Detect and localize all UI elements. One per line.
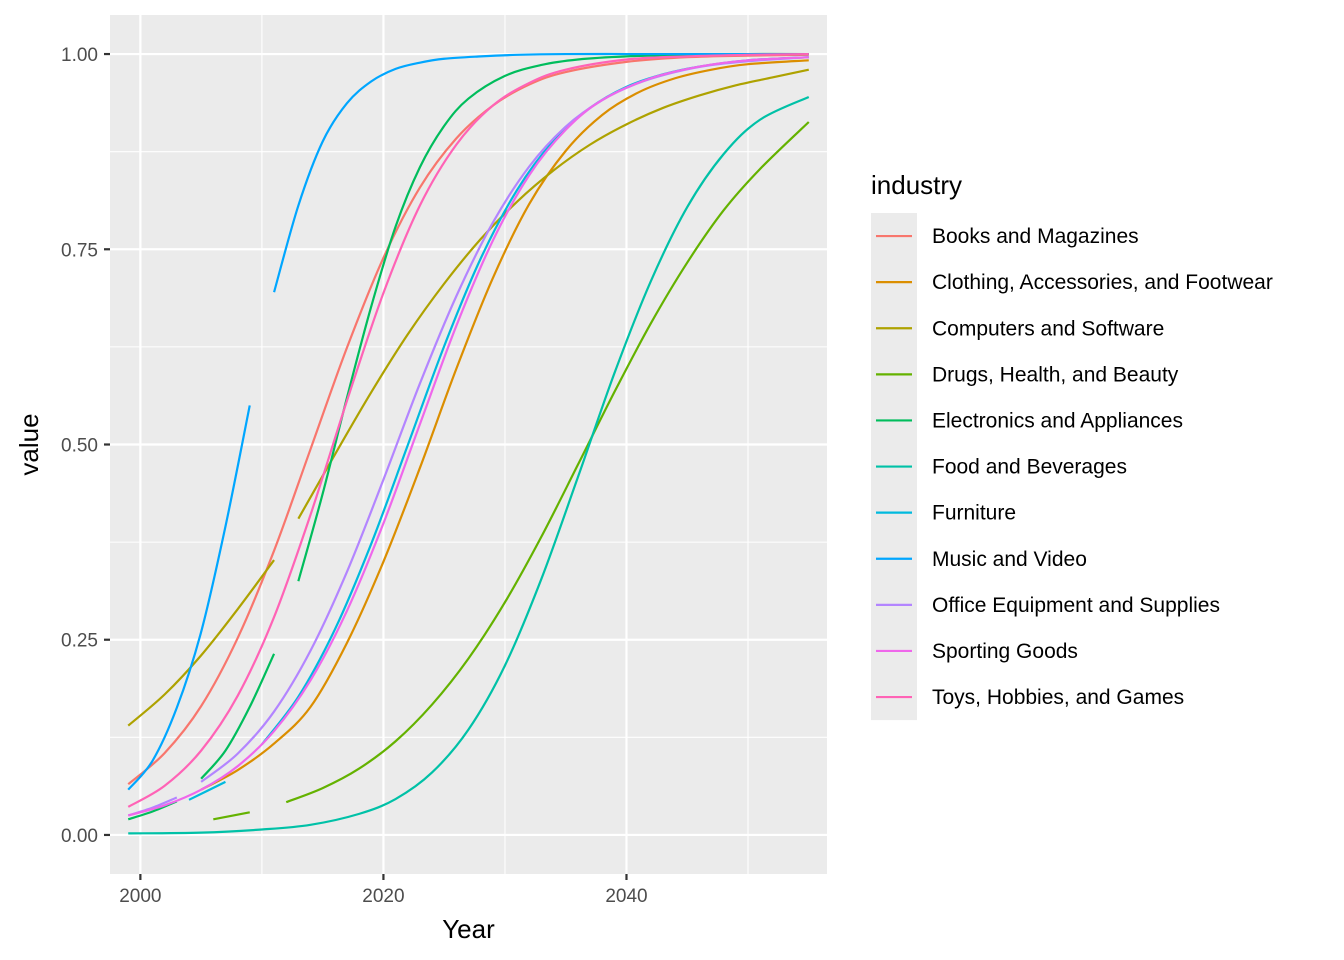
- y-tick-label: 0.50: [61, 436, 98, 457]
- legend-label: Drugs, Health, and Beauty: [932, 363, 1179, 386]
- legend-label: Toys, Hobbies, and Games: [932, 686, 1184, 709]
- series-line: [127, 52, 809, 808]
- series-line: [127, 405, 251, 791]
- series-line: [200, 653, 276, 780]
- legend-items: Books and Magazines Clothing, Accessories…: [871, 213, 1273, 721]
- legend-label: Office Equipment and Supplies: [932, 594, 1220, 617]
- series-line: [213, 811, 250, 821]
- series-line: [127, 53, 809, 786]
- series-line: [297, 68, 810, 520]
- legend-label: Computers and Software: [932, 317, 1164, 340]
- legend-label: Books and Magazines: [932, 225, 1139, 248]
- legend: industry Books and Magazines Clothing, Ac…: [871, 170, 1273, 721]
- series-lines: [127, 52, 810, 835]
- legend-label: Music and Video: [932, 548, 1087, 571]
- y-tick-label: 0.75: [61, 240, 98, 261]
- y-tick-label: 0.25: [61, 631, 98, 652]
- legend-title: industry: [871, 170, 962, 200]
- series-line: [285, 121, 810, 804]
- y-axis-title: value: [14, 413, 44, 475]
- legend-label: Electronics and Appliances: [932, 409, 1183, 432]
- legend-label: Clothing, Accessories, and Footwear: [932, 271, 1273, 294]
- series-line: [127, 559, 275, 727]
- legend-label: Sporting Goods: [932, 640, 1078, 663]
- series-line: [188, 780, 226, 801]
- legend-label: Furniture: [932, 502, 1016, 525]
- series-line: [128, 96, 810, 835]
- major-grid: [110, 15, 827, 874]
- y-tick-label: 0.00: [61, 826, 98, 847]
- y-axis: 0.00 0.25 0.50 0.75 1.00: [61, 45, 110, 847]
- x-axis: 2000 2020 2040: [119, 874, 648, 907]
- legend-label: Food and Beverages: [932, 456, 1127, 479]
- y-tick-label: 1.00: [61, 45, 98, 66]
- x-tick-label: 2020: [362, 886, 404, 907]
- x-axis-title: Year: [442, 914, 495, 944]
- series-line: [200, 59, 809, 791]
- x-tick-label: 2000: [119, 886, 161, 907]
- series-line: [273, 52, 809, 293]
- x-tick-label: 2040: [605, 886, 647, 907]
- series-line: [127, 56, 809, 817]
